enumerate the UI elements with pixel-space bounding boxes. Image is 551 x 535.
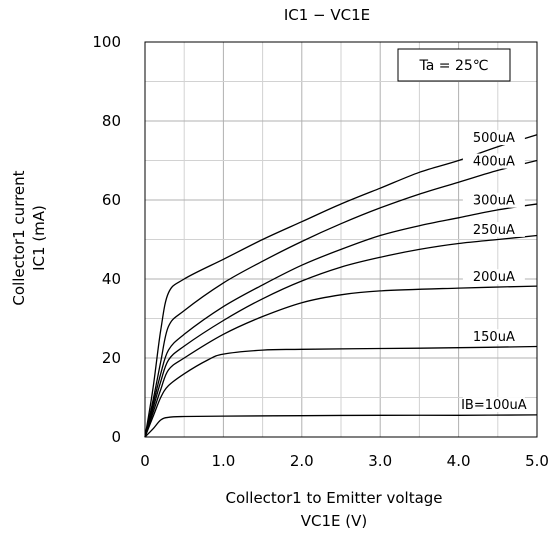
y-tick-label: 60: [102, 191, 121, 209]
y-tick-label: 20: [102, 349, 121, 367]
grid: [145, 42, 537, 437]
series-label: IB=100uA: [461, 398, 527, 413]
x-axis-label-line2: VC1E (V): [301, 512, 368, 530]
series-label-background: [462, 153, 525, 169]
series-line: [144, 285, 538, 438]
series-line: [144, 345, 538, 438]
condition-box-frame: [397, 48, 511, 82]
x-tick-label: 1.0: [211, 452, 235, 470]
series-label: 150uA: [473, 330, 515, 345]
y-axis-label-line2: IC1 (mA): [30, 205, 48, 271]
series-line: [144, 134, 538, 438]
x-tick-label: 3.0: [368, 452, 392, 470]
series-label-background: [462, 269, 525, 285]
y-tick-label: 100: [92, 33, 121, 51]
x-tick-label: 5.0: [525, 452, 549, 470]
series-label-background: [462, 221, 525, 237]
series-label: 300uA: [473, 194, 515, 209]
series-line: [144, 234, 538, 438]
series-line: [144, 159, 538, 438]
y-tick-label: 0: [111, 428, 121, 446]
series-label-background: [462, 329, 525, 345]
x-tick-label: 2.0: [290, 452, 314, 470]
series-label-background: [462, 397, 525, 413]
plot-frame: [144, 41, 538, 438]
series-label: 500uA: [473, 131, 515, 146]
y-axis-label-line1: Collector1 current: [10, 170, 28, 305]
curves: [144, 134, 538, 438]
series-line: [144, 203, 538, 438]
series-label-background: [462, 192, 525, 208]
series-line: [144, 414, 538, 438]
condition-box: Ta = 25℃: [397, 48, 511, 82]
x-tick-label: 0: [140, 452, 150, 470]
x-axis-label-line1: Collector1 to Emitter voltage: [225, 489, 442, 507]
condition-text: Ta = 25℃: [419, 58, 489, 74]
series-label: 250uA: [473, 223, 515, 238]
series-label-background: [462, 130, 525, 146]
x-tick-labels: 0 1.0 2.0 3.0 4.0 5.0: [140, 452, 549, 470]
series-label: 200uA: [473, 270, 515, 285]
series-label: 400uA: [473, 155, 515, 170]
chart-title: IC1 − VC1E: [284, 6, 370, 24]
x-tick-label: 4.0: [447, 452, 471, 470]
y-tick-label: 40: [102, 270, 121, 288]
y-tick-labels: 0 20 40 60 80 100: [92, 33, 121, 446]
curve-labels: IB=100uA 150uA 200uA 250uA 300uA 400uA 500uA: [461, 130, 527, 413]
y-tick-label: 80: [102, 112, 121, 130]
